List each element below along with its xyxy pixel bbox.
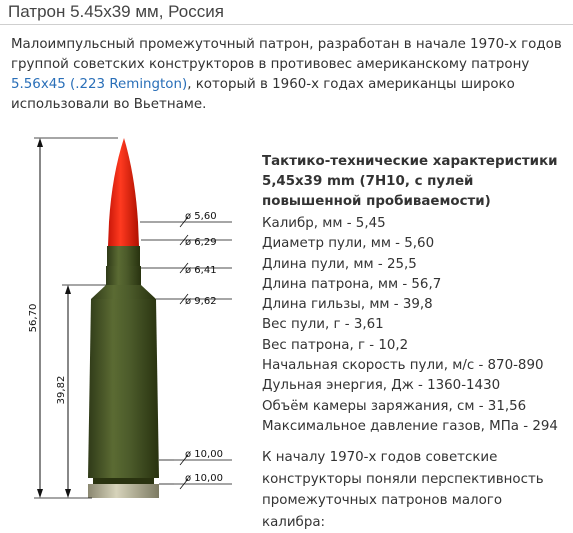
specs-block: Тактико-технические характеристики 5,45x…: [262, 152, 572, 437]
page-title: Патрон 5.45x39 мм, Россия: [8, 2, 224, 21]
total-length-label: 56,70: [28, 304, 39, 333]
spec-row-muzzle-energy: Дульная энергия, Дж - 1360-1430: [262, 378, 501, 394]
spec-row-cartridge-length: Длина патрона, мм - 56,7: [262, 276, 442, 292]
diameter-label-1: ø 5,60: [185, 211, 217, 222]
diameter-label-2: ø 6,29: [185, 237, 217, 248]
spec-row-bullet-length: Длина пули, мм - 25,5: [262, 256, 417, 272]
diameter-label-5: ø 10,00: [185, 449, 223, 460]
intro-paragraph: Малоимпульсный промежуточный патрон, раз…: [11, 35, 571, 115]
case-rim: [88, 484, 159, 498]
case-extractor-groove: [93, 478, 154, 484]
specs-heading: Тактико-технические характеристики 5,45x…: [262, 154, 558, 209]
spec-row-case-length: Длина гильзы, мм - 39,8: [262, 297, 433, 313]
diameter-label-4: ø 9,62: [185, 296, 217, 307]
case-body: [88, 299, 159, 478]
bullet-jacket: [107, 246, 140, 268]
case-neck: [106, 266, 141, 286]
diameter-label-3: ø 6,41: [185, 265, 217, 276]
cartridge-diagram: 56,70 39,82 ø 5,60 ø 6,29 ø 6,41 ø 9,62 …: [28, 137, 232, 499]
spec-row-bullet-weight: Вес пули, г - 3,61: [262, 317, 384, 333]
bullet-tip: [108, 138, 139, 246]
intro-text-after: , который в 1960-х годах американцы широ…: [11, 77, 515, 112]
cartridge-link[interactable]: 5.56x45 (.223 Remington): [11, 77, 188, 92]
spec-row-bullet-diameter: Диаметр пули, мм - 5,60: [262, 236, 435, 252]
case-shoulder: [91, 285, 156, 299]
case-length-label: 39,82: [56, 376, 67, 405]
spec-row-muzzle-velocity: Начальная скорость пули, м/с - 870-890: [262, 358, 544, 374]
spec-row-max-pressure: Максимальное давление газов, МПа - 294: [262, 418, 558, 434]
spec-row-cartridge-weight: Вес патрона, г - 10,2: [262, 337, 409, 353]
spec-row-chamber-volume: Объём камеры заряжания, см - 31,56: [262, 398, 527, 414]
title-divider: [0, 24, 573, 25]
diameter-label-6: ø 10,00: [185, 473, 223, 484]
spec-row-caliber: Калибр, мм - 5,45: [262, 216, 386, 231]
outro-paragraph: К началу 1970-х годов советские конструк…: [262, 450, 544, 530]
intro-text-before: Малоимпульсный промежуточный патрон, раз…: [11, 37, 562, 72]
